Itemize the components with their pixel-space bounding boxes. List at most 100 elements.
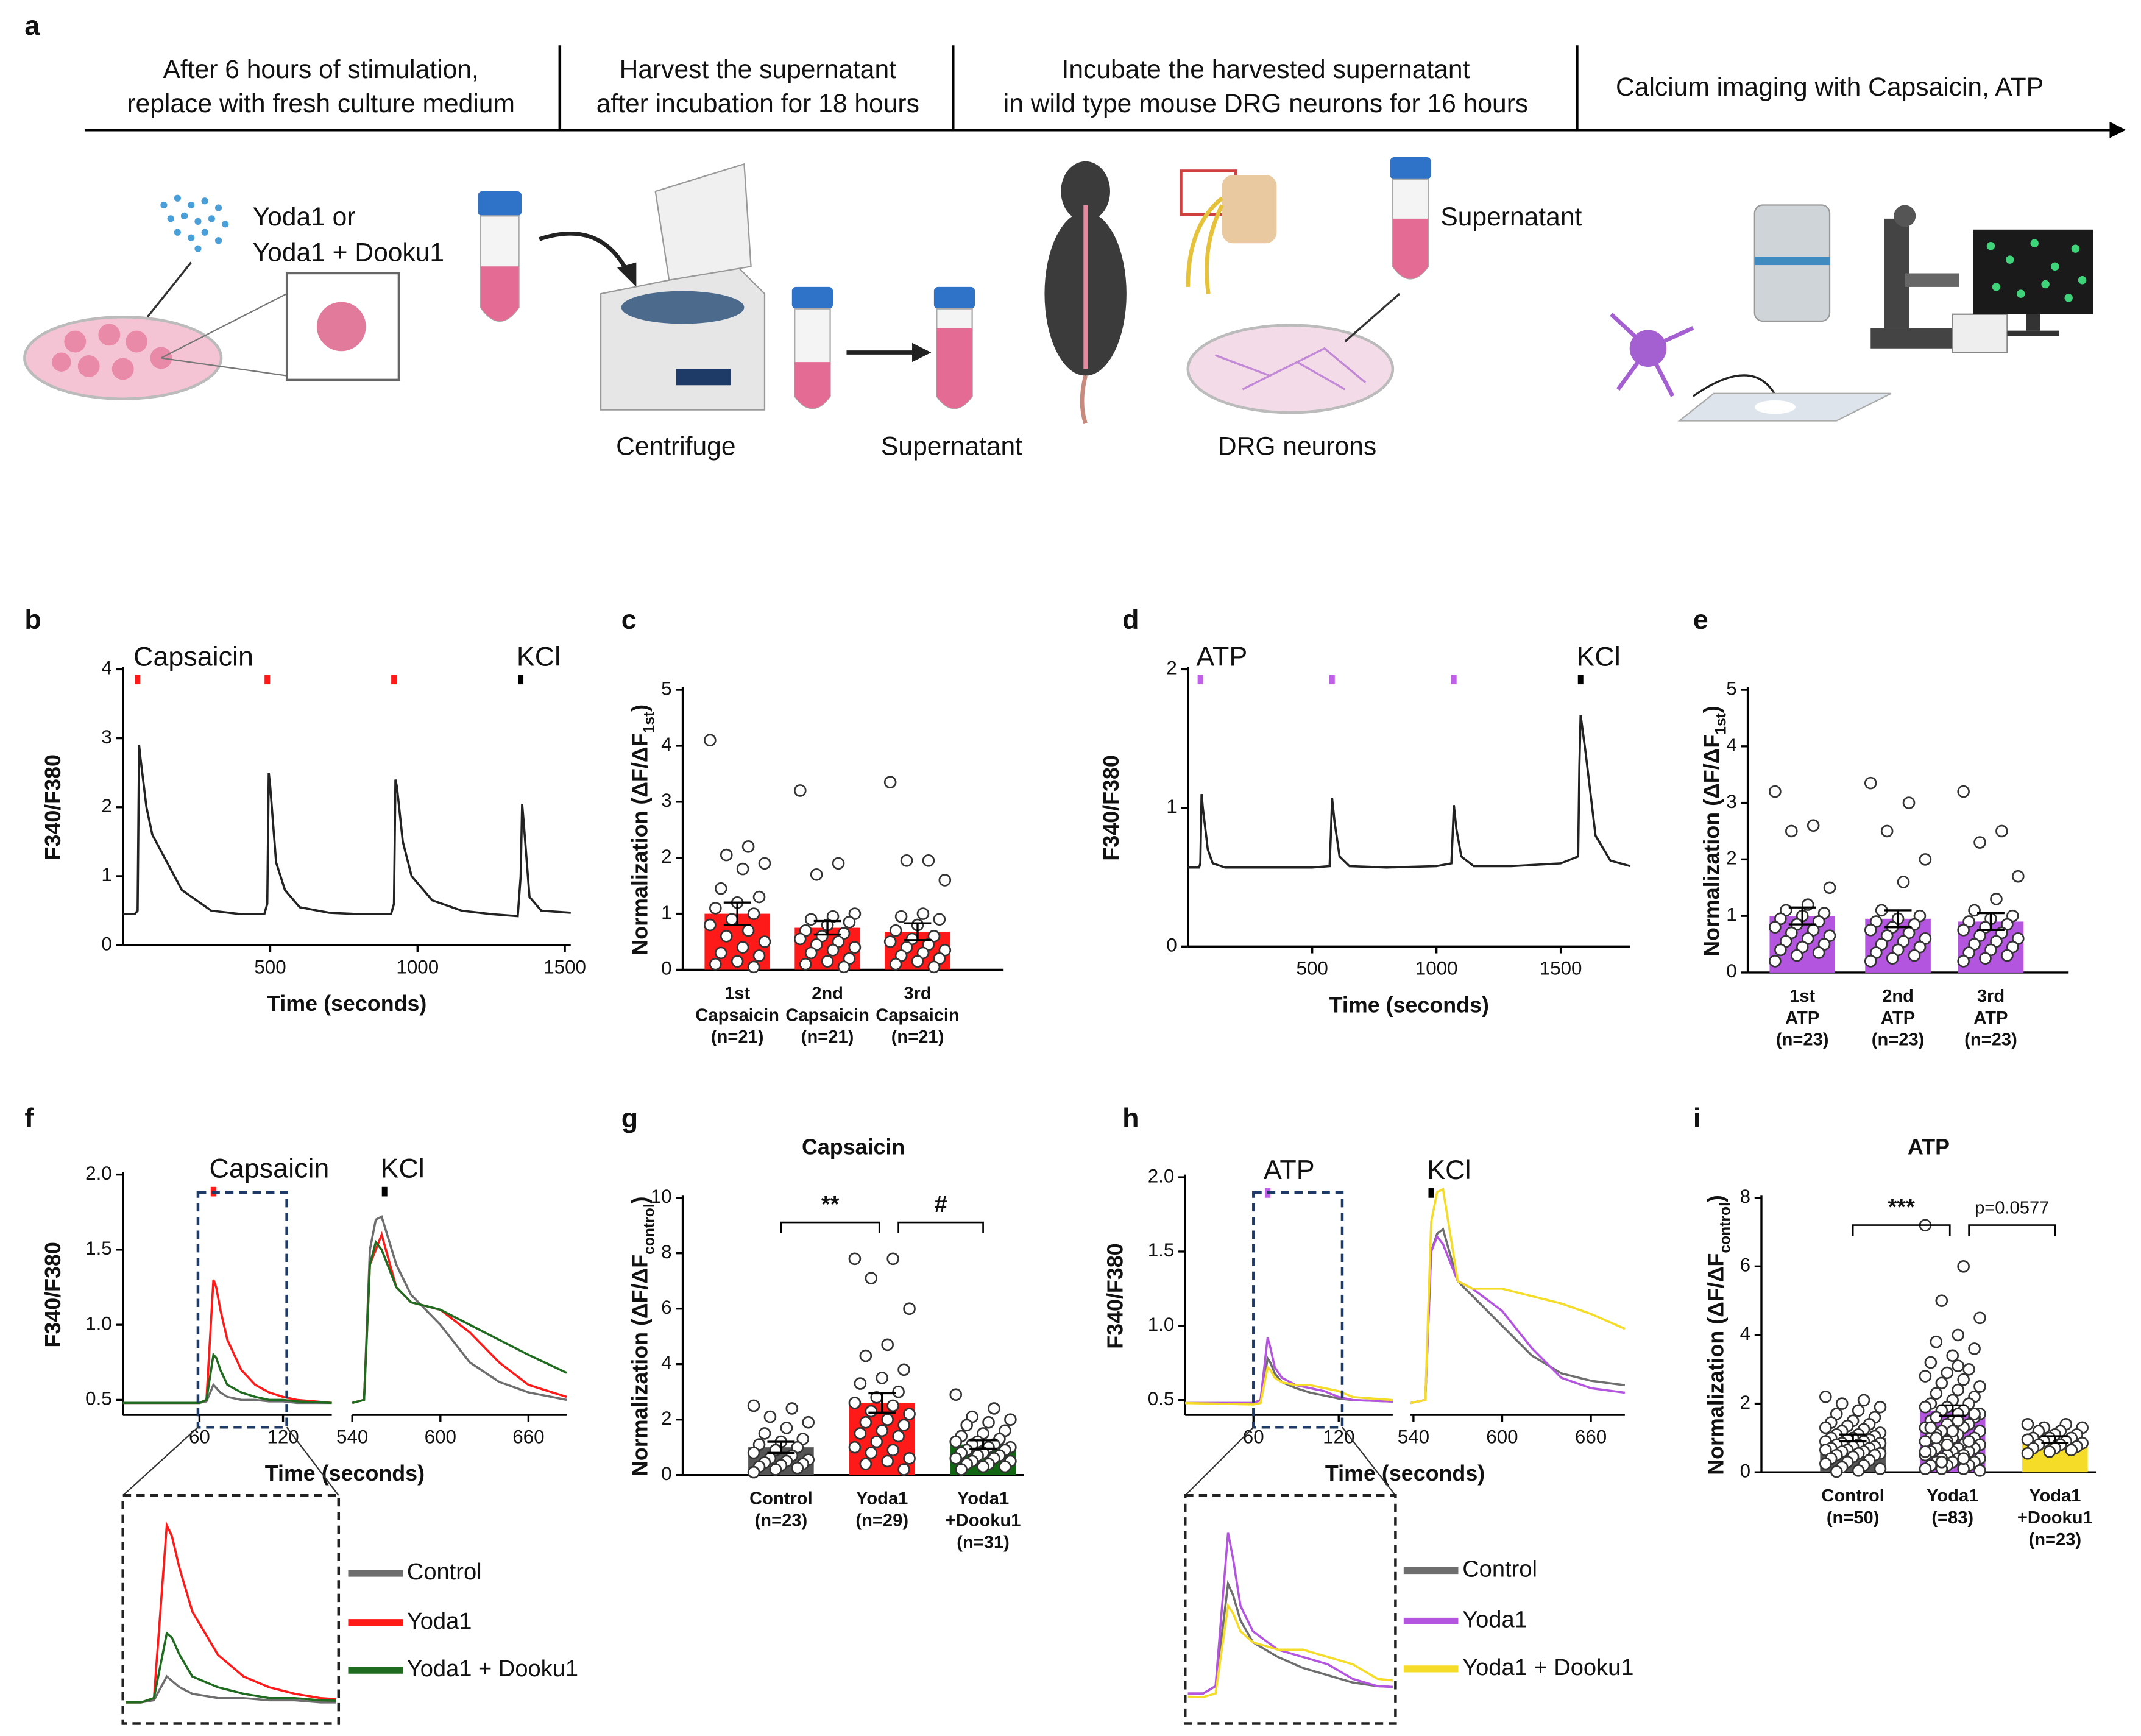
y-axis-label-part: control [641, 1203, 657, 1255]
step-text: Calcium imaging with Capsaicin, ATP [1616, 73, 2044, 102]
data-point [1769, 785, 1782, 798]
monitor [1973, 229, 2093, 336]
stimulus-label: ATP [1196, 641, 1247, 671]
data-point [865, 1446, 878, 1459]
x-axis-label: Time (seconds) [267, 991, 426, 1016]
data-point [1819, 1457, 1832, 1470]
legend-label: Yoda1 [407, 1609, 472, 1634]
data-point [714, 946, 727, 960]
data-point [837, 960, 851, 974]
y-axis-label-part: ) [628, 704, 653, 712]
data-point [1930, 1411, 1943, 1424]
data-point [1819, 1421, 1832, 1434]
arrow-head [617, 262, 637, 287]
data-point [1962, 1362, 1975, 1376]
data-point [883, 935, 897, 948]
data-point [1807, 819, 1820, 832]
x-tick-label: (n=31) [957, 1532, 1010, 1552]
trace [122, 1352, 332, 1405]
reagent-dots [160, 194, 229, 252]
data-point [752, 949, 766, 962]
data-point [1864, 955, 1877, 968]
y-tick-label: 4 [661, 734, 671, 755]
data-point [758, 1427, 771, 1440]
panel-label: e [1693, 604, 1708, 635]
data-point [1902, 796, 1916, 809]
data-point [897, 1419, 910, 1432]
inset [126, 1521, 336, 1704]
legend-label: Yoda1 [1462, 1607, 1527, 1633]
y-tick-label: 2 [1740, 1392, 1750, 1413]
data-point [1957, 955, 1970, 968]
y-axis-label-part: 1st [1713, 713, 1730, 735]
label: DRG neurons [1218, 432, 1376, 461]
zoom-box [196, 1191, 288, 1429]
significance-label: # [935, 1192, 947, 1217]
data-point [1004, 1413, 1017, 1426]
data-point [889, 924, 902, 937]
data-point [1819, 1390, 1832, 1403]
data-point [876, 1424, 889, 1437]
data-point [1830, 1408, 1843, 1420]
data-point [1935, 1376, 1948, 1390]
stimulus-label: ATP [1264, 1155, 1315, 1185]
chart-title: ATP [1908, 1135, 1950, 1160]
tube [791, 286, 833, 409]
x-tick-label: 540 [1398, 1426, 1429, 1447]
x-tick-label: Control [749, 1489, 813, 1509]
data-point [709, 957, 722, 971]
data-point [1941, 1366, 1954, 1380]
data-point [876, 1372, 889, 1384]
significance-label: ** [821, 1192, 840, 1217]
x-tick-label: (n=23) [1872, 1030, 1925, 1050]
x-tick-label: 600 [425, 1426, 456, 1447]
y-axis-label: Normalization (ΔF/ΔFcontrol) [628, 1196, 658, 1476]
data-point [1930, 1431, 1943, 1445]
data-point [799, 957, 812, 971]
y-tick-label: 2 [101, 795, 111, 817]
stimulus-mark [518, 675, 524, 685]
data-point [988, 1402, 1000, 1415]
data-point [1935, 1294, 1948, 1307]
x-tick-label: 1500 [543, 957, 586, 978]
data-point [1897, 876, 1910, 888]
mouse [1044, 161, 1127, 425]
zoom-line [122, 1426, 199, 1497]
y-tick-label: 4 [661, 1352, 671, 1373]
x-tick-label: (=83) [1931, 1508, 1973, 1528]
data-point [883, 776, 897, 788]
data-point [747, 1465, 760, 1479]
data-point [736, 862, 749, 876]
y-axis-label-part: ) [1704, 1195, 1729, 1202]
stimulus-label: KCl [517, 641, 561, 671]
stimulus-label: Capsaicin [210, 1153, 330, 1184]
x-tick-label: (n=23) [755, 1511, 808, 1531]
x-axis-label: Time (seconds) [1325, 1461, 1485, 1486]
data-point [1864, 776, 1877, 790]
x-tick-label: Yoda1 [2029, 1486, 2081, 1506]
data-point [2021, 1433, 2034, 1446]
y-axis-label: Normalization (ΔF/ΔF1st) [1700, 706, 1730, 957]
neuron-icon [1610, 313, 1694, 397]
y-tick-label: 2.0 [85, 1163, 112, 1184]
data-point [1979, 952, 1992, 965]
y-tick-label: 1 [1166, 796, 1177, 817]
data-point [1962, 1435, 1975, 1448]
data-point [999, 1460, 1011, 1473]
error-bar [767, 1440, 795, 1454]
data-point [802, 1415, 815, 1429]
data-point [1968, 1408, 1981, 1420]
x-axis-label: Time (seconds) [1329, 993, 1489, 1017]
y-tick-label: 1 [1726, 904, 1736, 925]
data-point [1769, 921, 1782, 934]
trace [352, 1239, 567, 1405]
inset-trace [126, 1631, 336, 1704]
panel-label: f [24, 1103, 34, 1133]
timeline-arrow [2109, 121, 2126, 138]
y-axis-label-part: Normalization (ΔF/ΔF [628, 1255, 653, 1476]
data-point [1790, 949, 1803, 962]
panel-label: c [621, 604, 637, 635]
data-point [927, 960, 941, 974]
x-tick-label: 60 [189, 1426, 210, 1447]
data-point [1924, 1356, 1938, 1369]
